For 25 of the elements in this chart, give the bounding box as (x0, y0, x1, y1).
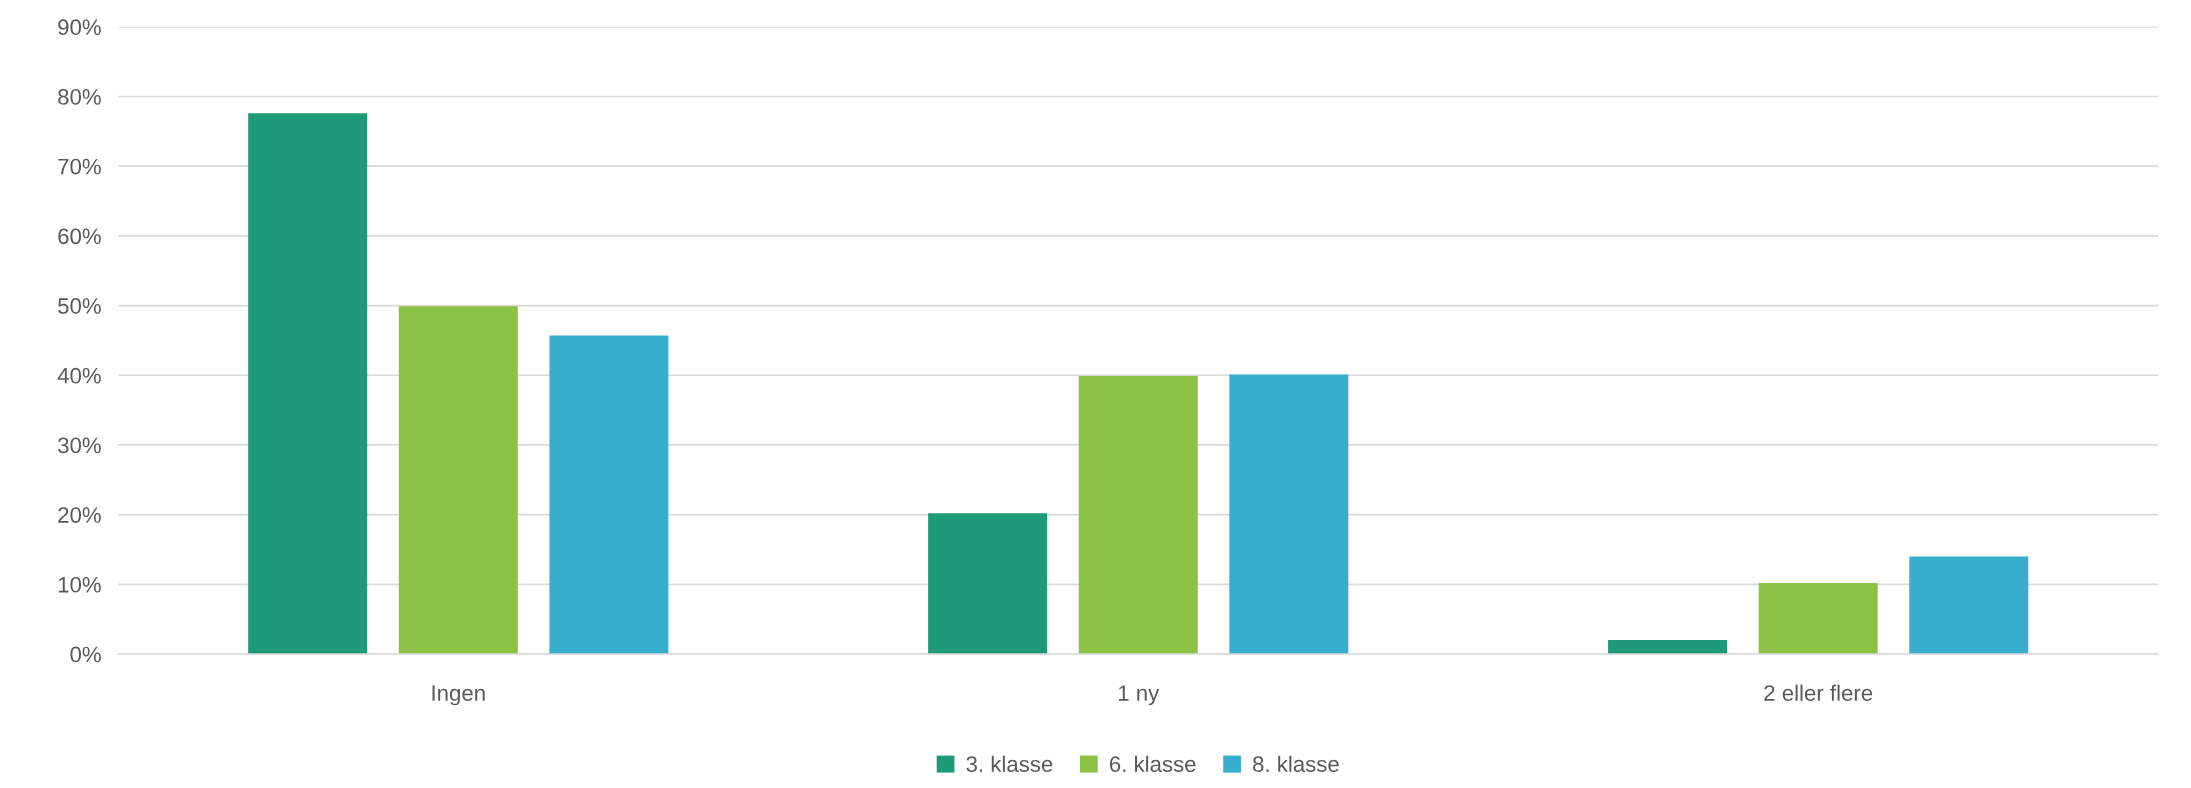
x-tick-label: Ingen (432, 685, 485, 706)
bar (248, 113, 368, 655)
bar (928, 513, 1048, 655)
y-tick-label: 60% (58, 228, 101, 245)
y-tick-label: 40% (57, 367, 101, 384)
y-tick-label: 30% (58, 437, 101, 454)
y-tick-label: 10% (58, 576, 101, 593)
y-tick-label: 20% (58, 507, 101, 523)
legend-label: 6. klasse (1109, 755, 1196, 773)
y-tick-label: 90% (58, 19, 101, 36)
x-tick-label: 1 ny (1118, 685, 1160, 706)
y-tick-label: 50% (58, 298, 101, 314)
y-tick-label: 80% (58, 89, 101, 105)
legend-label: 8. klasse (1253, 755, 1339, 773)
y-tick-label: 0% (70, 646, 101, 663)
y-tick-label: 70% (58, 158, 101, 175)
bar (1909, 556, 2029, 655)
bar (1078, 375, 1198, 655)
x-tick-label: 2 eller flere (1764, 684, 1873, 701)
bar (1758, 582, 1878, 655)
bar (1608, 640, 1728, 655)
legend-label: 3. klasse (966, 755, 1053, 773)
bar (549, 335, 669, 655)
bar (1229, 374, 1349, 655)
bar (398, 306, 518, 655)
